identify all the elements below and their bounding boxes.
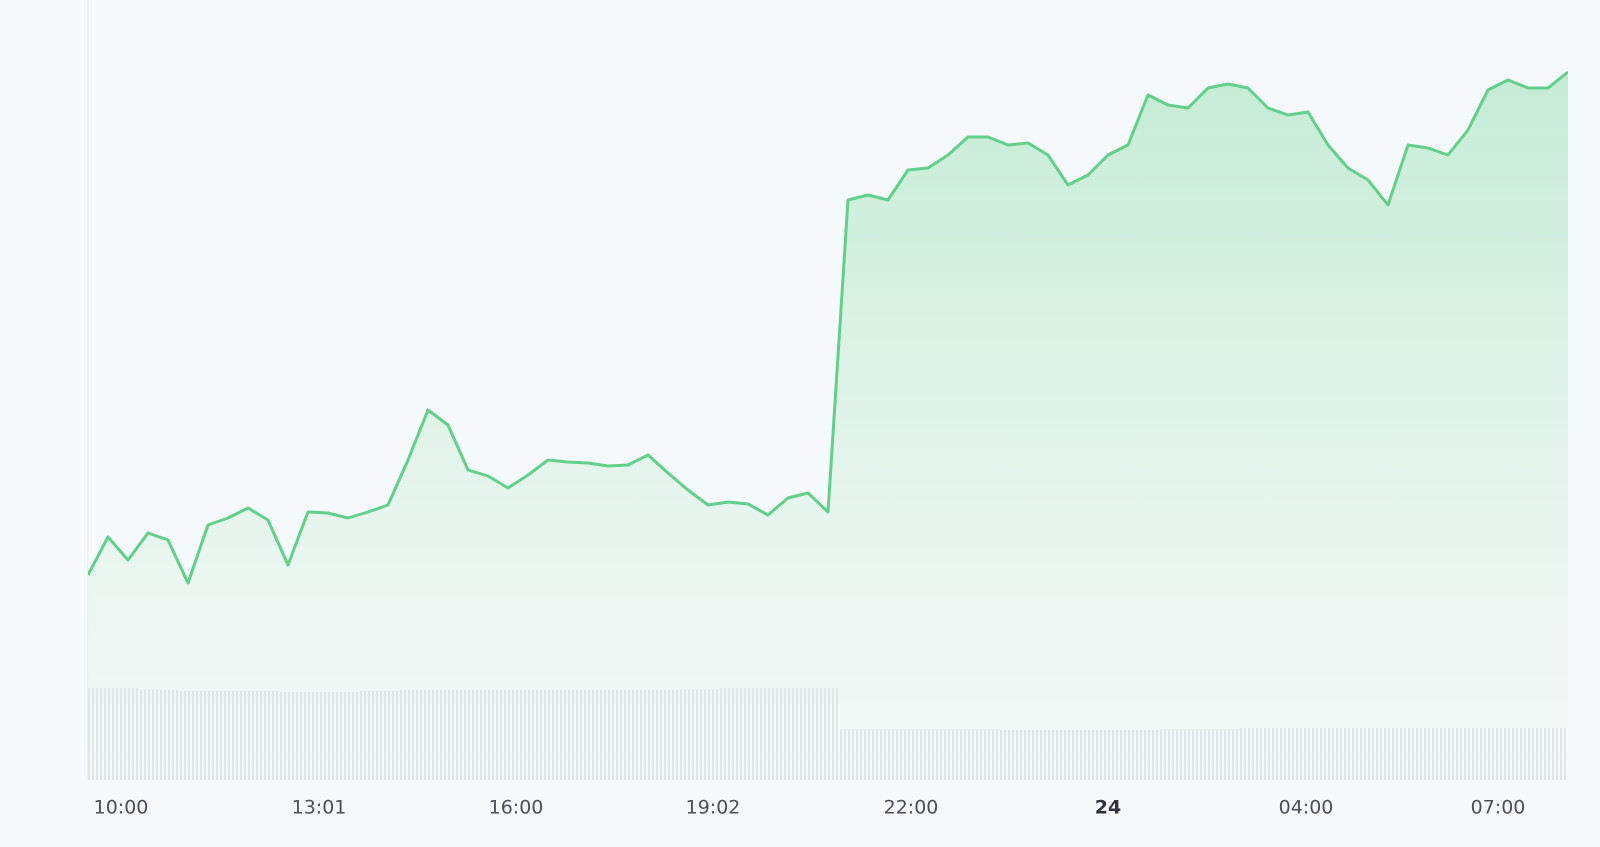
- x-tick-label: 04:00: [1279, 797, 1334, 819]
- x-tick-label: 19:02: [686, 797, 741, 819]
- x-tick-label: 24: [1095, 797, 1121, 819]
- plot-area: [88, 70, 1568, 780]
- x-tick-label: 22:00: [884, 797, 939, 819]
- x-tick-label: 13:01: [292, 797, 347, 819]
- price-line: [88, 70, 1568, 585]
- x-tick-label: 16:00: [489, 797, 544, 819]
- x-tick-label: 07:00: [1471, 797, 1526, 819]
- price-area: [88, 72, 1568, 780]
- x-tick-label: 10:00: [94, 797, 149, 819]
